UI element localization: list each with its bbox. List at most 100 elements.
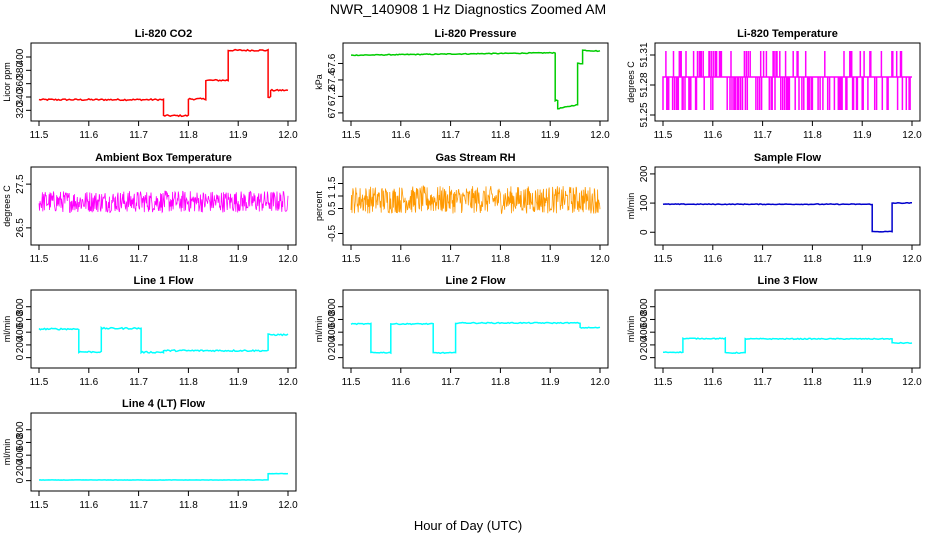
y-tick-label: 0 [639, 354, 650, 360]
x-tick-label: 11.9 [229, 254, 248, 265]
series-line [662, 51, 912, 110]
x-tick-label: 11.9 [541, 377, 560, 388]
series-line [350, 321, 601, 355]
x-tick-label: 12.0 [590, 254, 610, 265]
x-tick-label: 11.9 [541, 130, 560, 141]
chart-panel: Line 2 Flow 11.5 11.6 11.7 11.8 11.9 12.0 02004… [314, 275, 610, 388]
x-tick-label: 12.0 [278, 130, 298, 141]
y-tick-label: 67.4 [327, 70, 338, 90]
chart-panel: Li-820 Pressure 11.5 11.6 11.7 11.8 11.9 12.0 6… [314, 28, 610, 141]
x-tick-label: 11.6 [703, 130, 722, 141]
y-tick-label: 51.25 [639, 102, 650, 127]
x-tick-label: 11.7 [753, 130, 772, 141]
y-axis-label: degrees C [626, 61, 636, 103]
x-tick-label: 11.8 [803, 377, 822, 388]
y-tick-label: 380 [15, 62, 26, 79]
y-tick-label: 100 [639, 194, 650, 211]
x-tick-label: 11.9 [853, 130, 872, 141]
series-group [38, 190, 289, 214]
x-tick-label: 11.9 [853, 254, 872, 265]
page-title: NWR_140908 1 Hz Diagnostics Zoomed AM [329, 1, 607, 17]
y-tick-label: 51.28 [639, 72, 650, 97]
y-tick-label: 400 [15, 446, 26, 463]
y-tick-label: 800 [327, 298, 338, 315]
y-tick-label: 0.5 [327, 201, 338, 215]
x-tick-label: 11.5 [342, 130, 361, 141]
chart-title: Li-820 Pressure [435, 28, 517, 40]
x-tick-label: 11.9 [541, 254, 560, 265]
x-tick-label: 11.6 [79, 254, 98, 265]
y-tick-label: -0.5 [327, 224, 338, 242]
y-tick-label: 800 [15, 298, 26, 315]
y-axis-label: ml/min [626, 316, 636, 343]
series-line [38, 472, 289, 481]
y-tick-label: 360 [15, 75, 26, 92]
y-axis-label: ml/min [314, 316, 324, 343]
chart-panel: Line 4 (LT) Flow 11.5 11.6 11.7 11.8 11.9 12.0… [2, 398, 298, 511]
plot-frame [342, 289, 609, 369]
x-tick-label: 11.9 [229, 500, 248, 511]
plot-frame [654, 42, 921, 122]
y-axis-label: degrees C [2, 185, 12, 227]
y-tick-label: 1 [327, 193, 338, 199]
series-group [38, 472, 289, 481]
y-tick-label: 0 [327, 354, 338, 360]
x-tick-label: 12.0 [902, 130, 922, 141]
chart-title: Li-820 Temperature [737, 28, 838, 40]
x-tick-label: 11.7 [129, 130, 148, 141]
y-tick-label: 200 [327, 336, 338, 353]
y-tick-label: 800 [639, 298, 650, 315]
x-tick-label: 11.5 [654, 254, 673, 265]
series-group [350, 321, 601, 355]
chart-title: Line 1 Flow [134, 275, 194, 287]
x-tick-label: 11.6 [703, 377, 722, 388]
y-tick-label: 200 [639, 336, 650, 353]
plot-frame [654, 289, 921, 369]
y-tick-label: 340 [15, 88, 26, 105]
x-tick-label: 11.5 [654, 130, 673, 141]
y-tick-label: 600 [639, 311, 650, 328]
plot-frame [654, 166, 921, 246]
x-tick-label: 11.5 [30, 500, 49, 511]
series-line [663, 336, 913, 355]
x-tick-label: 11.6 [391, 377, 410, 388]
series-group [351, 49, 601, 110]
series-line [38, 325, 289, 355]
chart-panel: Gas Stream RH 1 1.5 11.6 11.7 11.8 11.9 12.0 -0.… [314, 152, 610, 265]
y-tick-label: 320 [15, 102, 26, 119]
series-group [38, 325, 289, 355]
chart-panel: Line 1 Flow 11.5 11.6 11.7 11.8 11.9 12.0 02004… [2, 275, 298, 388]
chart-title: Line 4 (LT) Flow [122, 398, 205, 410]
x-tick-label: 11.5 [30, 254, 49, 265]
x-tick-label: 11.6 [79, 500, 98, 511]
series-line [350, 184, 601, 215]
x-tick-label: 11.7 [129, 377, 148, 388]
series-line [662, 202, 912, 233]
plot-frame [342, 166, 609, 246]
x-tick-label: 11.7 [753, 377, 772, 388]
y-axis-label: ml/min [2, 316, 12, 343]
y-tick-label: 600 [15, 434, 26, 451]
x-tick-label: 11.7 [441, 254, 460, 265]
x-tick-label: 11.8 [491, 254, 510, 265]
y-axis-label: kPa [314, 74, 324, 90]
y-tick-label: 67.2 [327, 86, 338, 106]
y-tick-label: 200 [639, 165, 650, 182]
y-tick-label: 400 [15, 323, 26, 340]
y-tick-label: 27.5 [15, 174, 26, 194]
x-tick-label: 11.6 [79, 377, 98, 388]
chart-title: Gas Stream RH [435, 152, 515, 164]
x-tick-label: 11.7 [441, 130, 460, 141]
x-tick-label: 12.0 [278, 500, 298, 511]
plot-frame [342, 42, 609, 122]
y-tick-label: 400 [327, 323, 338, 340]
x-tick-label: 11.8 [491, 130, 510, 141]
x-tick-label: 11.5 [654, 377, 673, 388]
x-tick-label: 11.5 [30, 130, 49, 141]
x-tick-label: 12.0 [590, 377, 610, 388]
y-tick-label: 0 [15, 477, 26, 483]
x-tick-label: 11.6 [391, 254, 410, 265]
y-tick-label: 1.5 [327, 176, 338, 190]
series-line [38, 48, 289, 118]
